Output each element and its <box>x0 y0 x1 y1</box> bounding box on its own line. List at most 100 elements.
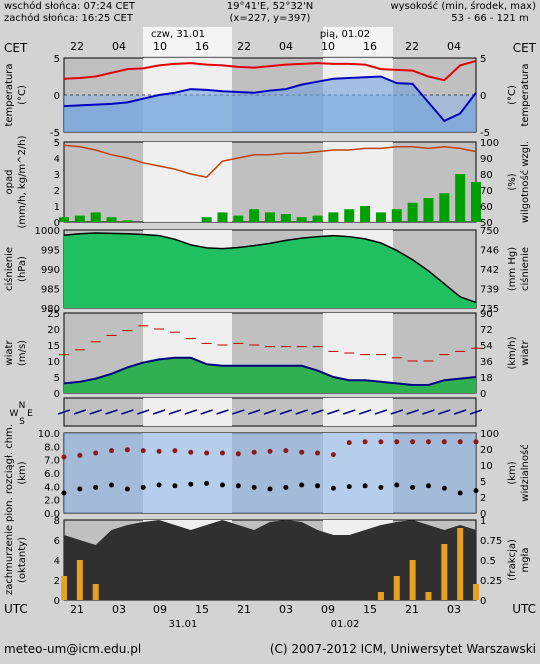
sunrise-text: wschód słońca: 07:24 CET <box>4 0 136 12</box>
wind-tick: 15 <box>47 341 60 352</box>
wind-arrow <box>57 409 71 415</box>
top-hour-label: 04 <box>279 40 293 53</box>
cloud-base-point <box>425 483 431 489</box>
cloud-base-tick: 10.0 <box>38 429 60 440</box>
pressure-tick: 990 <box>41 265 60 276</box>
cloud-top-point <box>362 439 368 445</box>
panel-axis-label: (km/h) <box>507 336 518 369</box>
precip-bar <box>106 217 117 222</box>
bottom-hour-label: 21 <box>237 603 251 616</box>
cloud-base-point <box>235 483 241 489</box>
wind-arrow <box>89 409 102 415</box>
wind-arrow <box>406 409 419 415</box>
visibility-tick: 100 <box>480 429 499 440</box>
fog-bar <box>457 528 464 600</box>
bottom-hour-label: 15 <box>363 603 377 616</box>
wind-tick: 5 <box>54 373 60 384</box>
wind-tick: 0 <box>480 389 486 400</box>
panel-axis-label: wiatr <box>4 340 15 366</box>
wind-tick: 90 <box>480 309 493 320</box>
wind-tick: 54 <box>480 341 493 352</box>
wind-tick: 18 <box>480 373 493 384</box>
dewpoint-area <box>64 76 476 132</box>
panel-axis-label: opad <box>4 170 15 195</box>
panel-axis-label: (m/s) <box>17 340 28 366</box>
cloud-top-point <box>473 439 479 445</box>
footer-email[interactable]: meteo-um@icm.edu.pl <box>4 642 141 656</box>
cloud-base-bg <box>64 433 476 513</box>
day-band <box>323 142 393 222</box>
grid-text: (x=227, y=397) <box>230 13 311 24</box>
wind-arrow <box>295 409 308 415</box>
cloud-base-point <box>315 483 321 489</box>
fog-bar <box>92 584 99 600</box>
wind-arrow <box>438 409 451 415</box>
wind-arrow <box>247 409 261 415</box>
top-tz-right: CET <box>513 41 537 55</box>
top-hour-label: 10 <box>153 40 167 53</box>
panel-axis-label: zachmurzenie <box>4 525 15 595</box>
height-values: 53 - 66 - 121 m <box>451 13 528 24</box>
panel-axis-label: (hPa) <box>17 256 28 282</box>
cloud-base-tick: 0.0 <box>44 509 60 520</box>
top-tz-left: CET <box>4 41 28 55</box>
humidity-tick: 100 <box>480 138 499 149</box>
wind-arrow <box>327 409 340 415</box>
cloud-base-point <box>109 482 115 488</box>
wind-arrow <box>311 409 324 415</box>
pressure-tick: 980 <box>41 304 60 315</box>
pressure-tick: 995 <box>41 246 60 257</box>
cloud-base-tick: 2.0 <box>44 496 60 507</box>
cloud-top-point <box>283 448 289 454</box>
wind-arrow <box>73 409 87 415</box>
wind-tick: 25 <box>47 309 60 320</box>
pressure-tick: 739 <box>480 285 499 296</box>
pressure-area <box>64 232 476 308</box>
dewpoint-line <box>63 75 477 123</box>
visibility-tick: 10 <box>480 461 493 472</box>
precip-bar <box>455 174 466 222</box>
panel-axis-label: (km) <box>507 461 518 484</box>
panel-axis-label: (km) <box>17 461 28 484</box>
panel-axis-label: wiatr <box>520 340 531 366</box>
cloud-top-point <box>378 439 384 445</box>
cloud-base-point <box>251 484 257 490</box>
wind-tick: 10 <box>47 357 60 368</box>
cloud-cover-tick: 6 <box>54 536 60 547</box>
bottom-hour-label: 21 <box>70 603 84 616</box>
cloud-base-point <box>299 482 305 488</box>
top-hour-label: 22 <box>237 40 251 53</box>
compass-e: E <box>27 409 33 419</box>
top-date1: czw, 31.01 <box>151 29 205 40</box>
cloud-base-point <box>77 486 83 492</box>
cloud-base-point <box>330 485 336 491</box>
precip-bar <box>423 198 434 222</box>
precip-bar <box>375 212 386 222</box>
wind-arrow <box>105 409 118 415</box>
top-hour-label: 16 <box>363 40 377 53</box>
bottom-hour-label: 03 <box>447 603 461 616</box>
wind-arrow <box>469 409 483 415</box>
compass-n: N <box>19 401 26 411</box>
precip-bar <box>344 209 355 222</box>
cloud-base-tick: 6.0 <box>44 469 60 480</box>
visibility-tick: 5 <box>480 477 486 488</box>
humidity-tick: 70 <box>480 186 493 197</box>
precip-bar <box>265 212 275 222</box>
top-hour-label: 04 <box>447 40 461 53</box>
precip-bar <box>407 202 418 222</box>
panel-axis-label: (oktanty) <box>17 537 28 583</box>
fog-bar <box>377 592 384 600</box>
panel-axis-label: (mm Hg) <box>507 247 518 291</box>
temperature-tick: 0 <box>54 91 60 102</box>
cloud-base-tick: 8.0 <box>44 442 60 453</box>
panel-axis-label: mgła <box>520 547 531 572</box>
precip-bar <box>90 212 101 222</box>
visibility-tick: 20 <box>480 445 493 456</box>
compass-s: S <box>19 417 25 427</box>
top-hour-labels: 22 04 10 16 22 04 10 16 22 04 <box>70 40 461 53</box>
top-date2: pią, 01.02 <box>320 29 370 40</box>
cloud-top-point <box>410 439 416 445</box>
